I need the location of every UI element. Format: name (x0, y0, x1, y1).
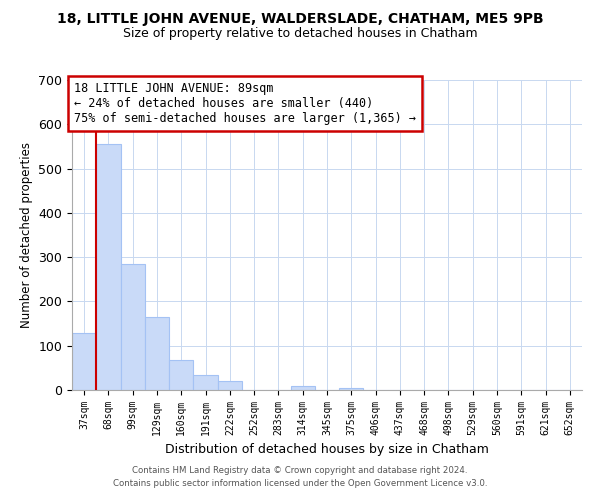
Bar (339, 388, 364, 390)
Bar (218, 381, 242, 390)
X-axis label: Distribution of detached houses by size in Chatham: Distribution of detached houses by size … (165, 444, 489, 456)
Bar (72, 334, 96, 390)
Bar (169, 360, 193, 390)
Text: 18 LITTLE JOHN AVENUE: 89sqm
← 24% of detached houses are smaller (440)
75% of s: 18 LITTLE JOHN AVENUE: 89sqm ← 24% of de… (74, 82, 416, 125)
Bar (145, 317, 169, 390)
Text: Size of property relative to detached houses in Chatham: Size of property relative to detached ho… (122, 28, 478, 40)
Text: Contains HM Land Registry data © Crown copyright and database right 2024.
Contai: Contains HM Land Registry data © Crown c… (113, 466, 487, 487)
Y-axis label: Number of detached properties: Number of detached properties (20, 142, 33, 328)
Bar (193, 376, 218, 390)
Bar (121, 264, 145, 390)
Text: 18, LITTLE JOHN AVENUE, WALDERSLADE, CHATHAM, ME5 9PB: 18, LITTLE JOHN AVENUE, WALDERSLADE, CHA… (56, 12, 544, 26)
Bar (290, 386, 315, 390)
Bar (96, 144, 121, 390)
